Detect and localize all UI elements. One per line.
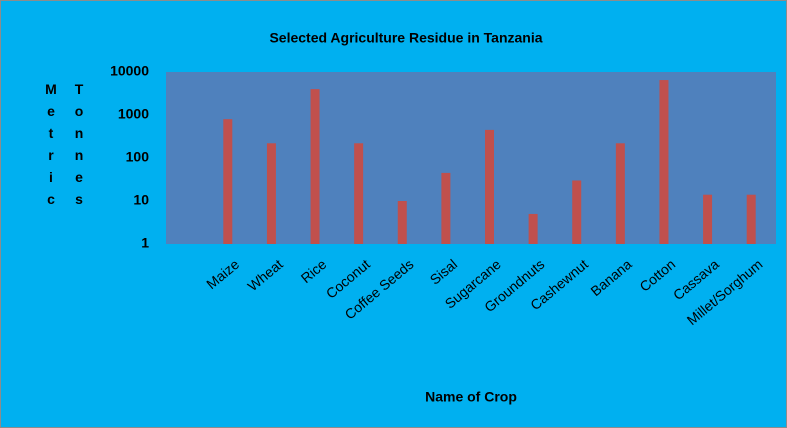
bar xyxy=(397,201,407,244)
x-tick-label: Maize xyxy=(203,256,242,292)
bar xyxy=(746,194,756,244)
x-tick-label: Banana xyxy=(587,256,634,299)
bar xyxy=(266,143,276,244)
x-tick-label: Millet/Sorghum xyxy=(684,256,766,328)
bar xyxy=(354,143,364,244)
chart-title: Selected Agriculture Residue in Tanzania xyxy=(269,30,542,46)
bar xyxy=(615,143,625,244)
bar xyxy=(485,129,494,244)
bar xyxy=(528,213,538,244)
y-tick-label: 1000 xyxy=(118,106,149,122)
y-axis-label: Metric Tonnes xyxy=(43,81,87,213)
y-tick-label: 10 xyxy=(133,192,149,208)
bar xyxy=(310,89,320,244)
bar xyxy=(659,80,669,244)
x-tick-label: Rice xyxy=(298,256,330,286)
x-tick-label: Wheat xyxy=(244,256,285,294)
bar xyxy=(441,172,451,244)
y-tick-label: 10000 xyxy=(110,63,149,79)
y-tick-label: 100 xyxy=(126,149,150,165)
x-tick-label: Sisal xyxy=(427,256,461,288)
x-axis-label: Name of Crop xyxy=(425,389,517,405)
bar xyxy=(572,180,582,244)
y-tick-label: 1 xyxy=(141,235,149,251)
bar xyxy=(703,194,713,244)
bar xyxy=(223,119,233,244)
plot-area xyxy=(166,72,776,244)
